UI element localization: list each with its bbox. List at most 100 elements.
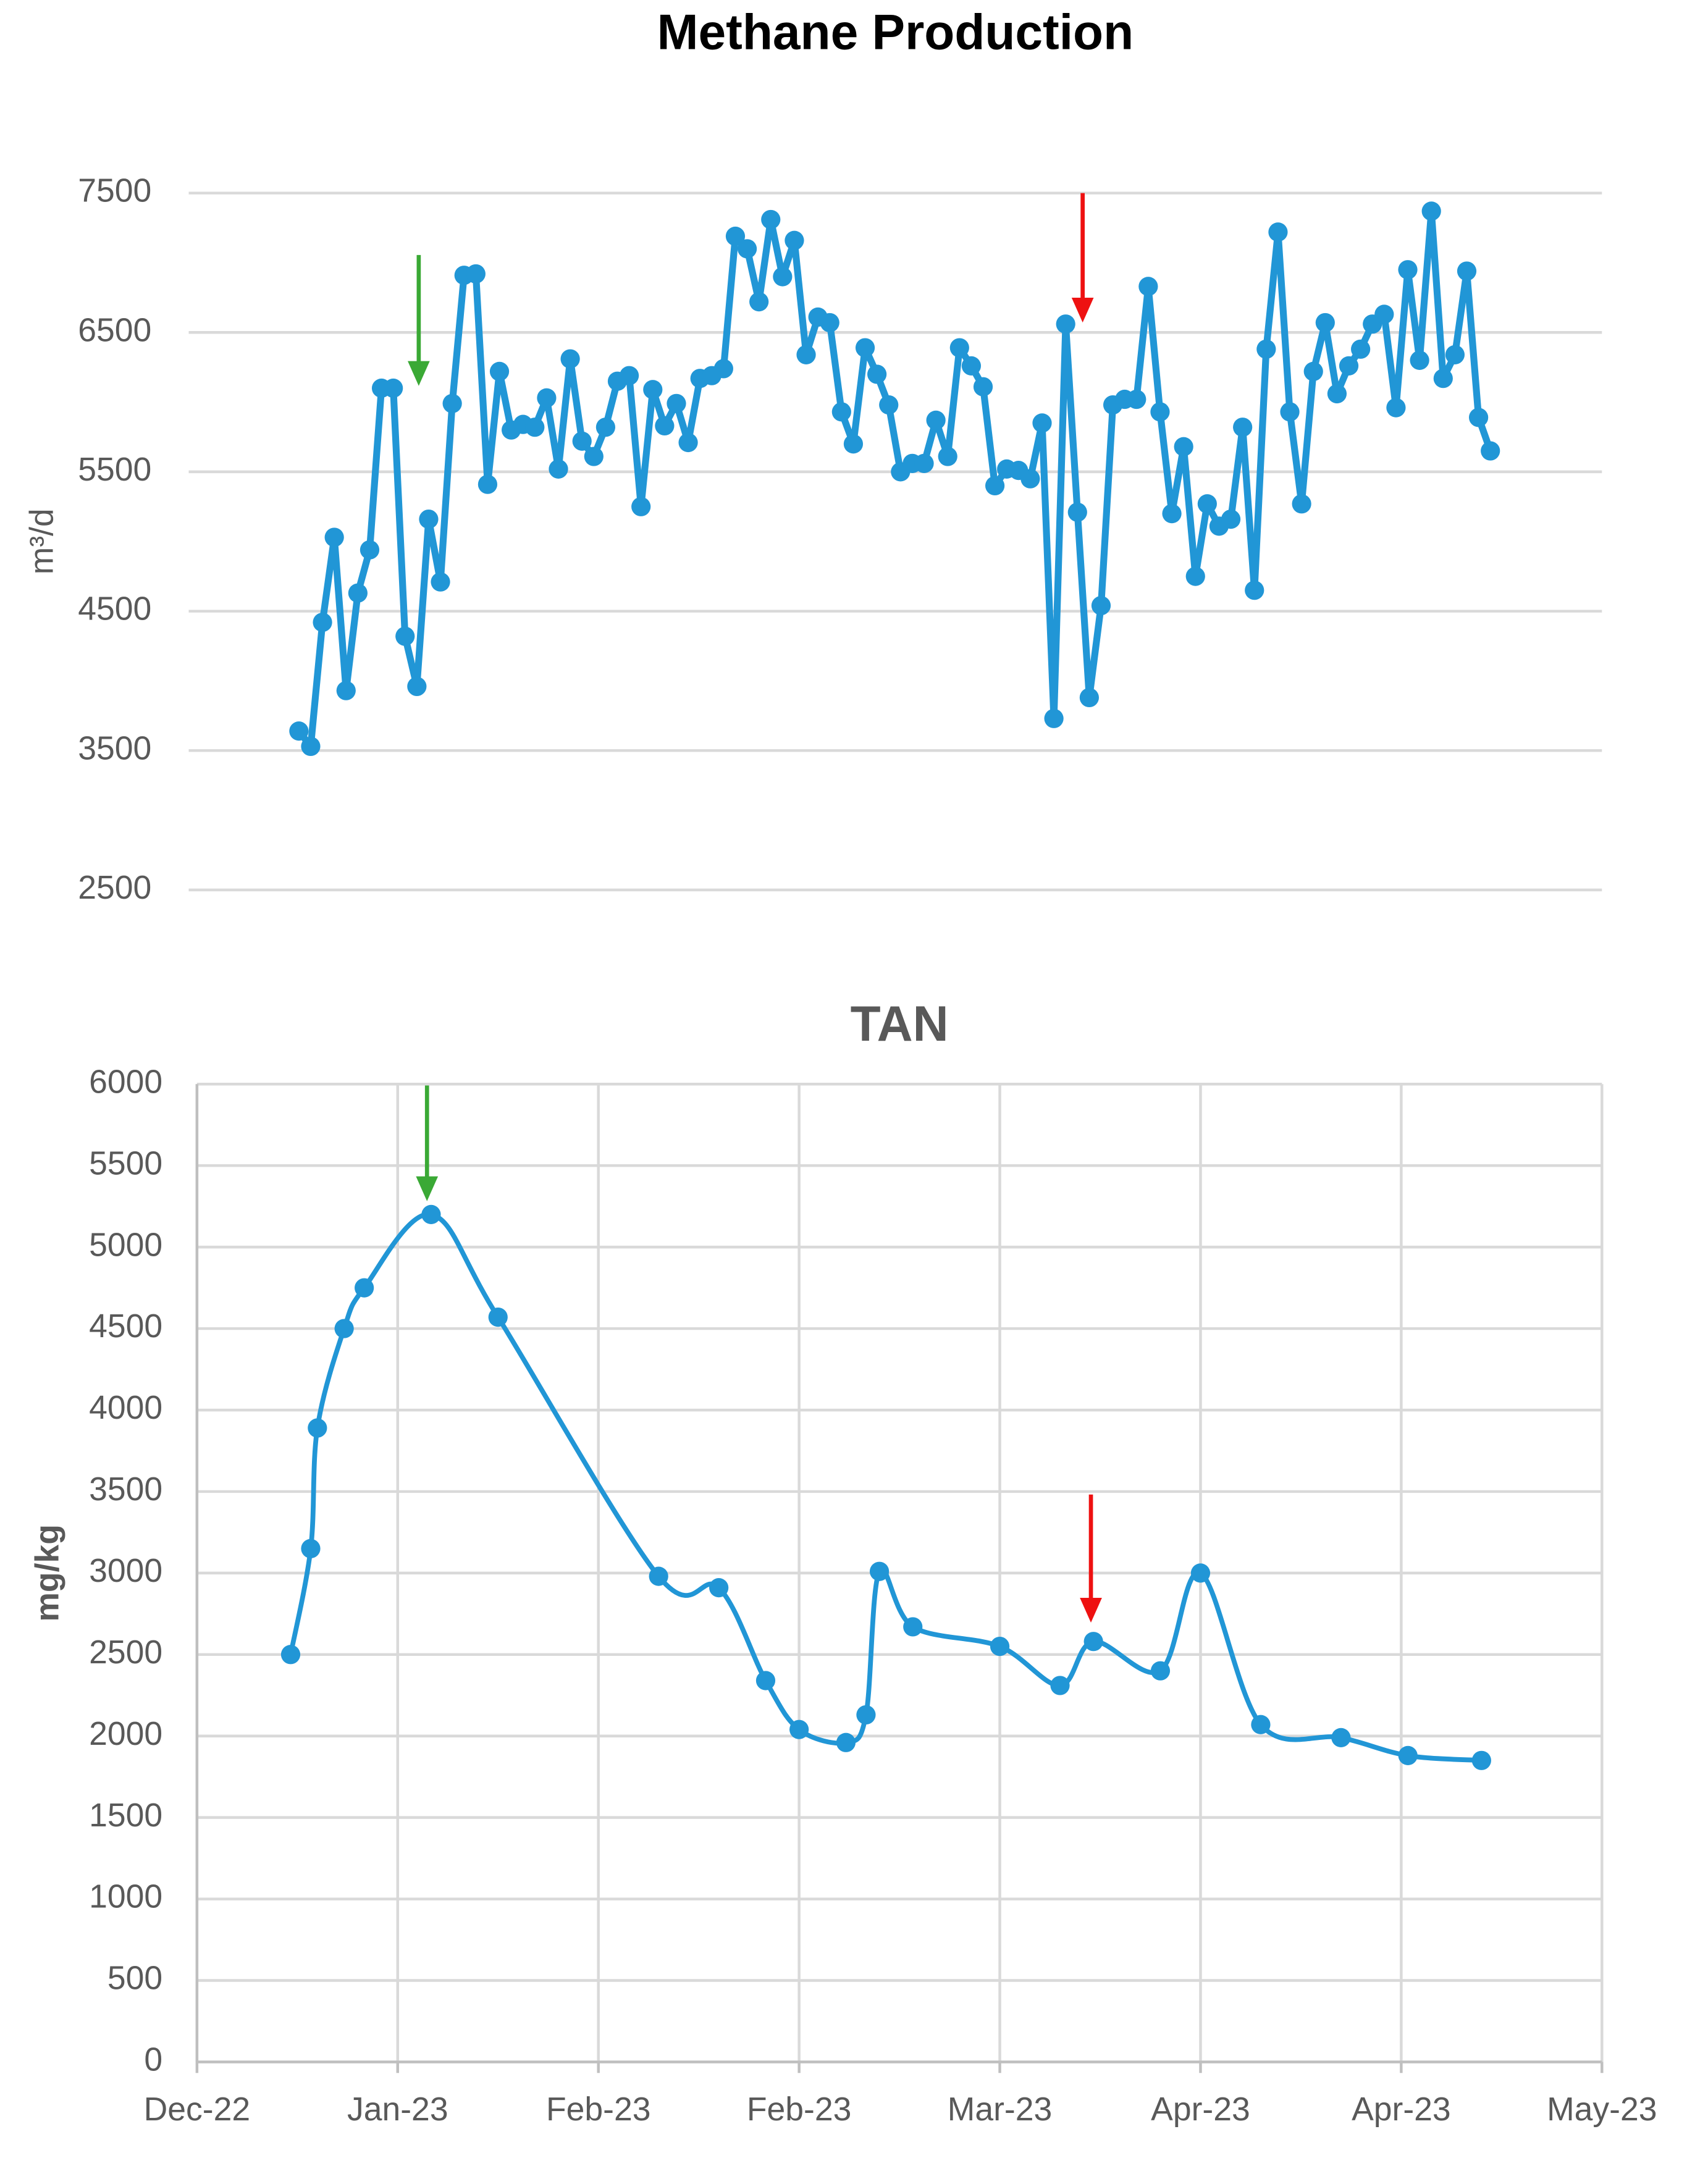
data-point bbox=[289, 721, 309, 741]
data-point bbox=[755, 1671, 776, 1690]
data-point bbox=[789, 1720, 809, 1739]
data-point bbox=[1268, 222, 1288, 242]
data-point bbox=[1468, 408, 1489, 427]
y-tick-label: 3500 bbox=[78, 730, 151, 766]
data-point bbox=[1091, 595, 1111, 616]
data-point bbox=[856, 1705, 876, 1725]
data-point bbox=[1303, 361, 1323, 382]
data-point bbox=[1083, 1632, 1103, 1652]
data-point bbox=[442, 393, 462, 413]
data-point bbox=[725, 226, 746, 246]
x-tick-label: Feb-23 bbox=[546, 2091, 651, 2128]
data-point bbox=[1221, 509, 1241, 529]
annotation-arrows bbox=[408, 193, 1102, 1623]
y-tick-label: 4500 bbox=[78, 591, 151, 628]
data-point bbox=[903, 1617, 923, 1637]
y-tick-label: 3500 bbox=[89, 1471, 162, 1508]
x-tick-label: Apr-23 bbox=[1352, 2091, 1451, 2128]
y-tick-label: 7500 bbox=[78, 173, 151, 209]
data-point bbox=[836, 1732, 856, 1752]
data-point bbox=[1233, 418, 1253, 437]
green-arrow-head bbox=[416, 1176, 439, 1201]
data-point bbox=[1256, 339, 1276, 359]
data-point bbox=[489, 361, 510, 382]
data-point bbox=[1245, 581, 1264, 600]
data-point bbox=[1056, 314, 1075, 334]
data-point bbox=[1162, 503, 1182, 524]
data-point bbox=[308, 1418, 327, 1438]
data-point bbox=[1339, 356, 1359, 376]
data-point bbox=[667, 393, 686, 413]
data-point bbox=[301, 1539, 321, 1558]
data-point bbox=[990, 1636, 1010, 1657]
y-tick-label: 2500 bbox=[78, 870, 151, 906]
data-point bbox=[1197, 494, 1217, 514]
data-point bbox=[1067, 502, 1087, 522]
data-point bbox=[537, 388, 557, 408]
data-point bbox=[820, 313, 839, 333]
data-point bbox=[643, 380, 663, 400]
data-point bbox=[1331, 1728, 1351, 1747]
plot: TAN mg/kg 0 500 1000 1500 2000 2500 3000 3500 4000… bbox=[29, 996, 1657, 2128]
data-point bbox=[1386, 398, 1406, 418]
y-tick-label: 4000 bbox=[89, 1390, 162, 1426]
y-tick-label: 500 bbox=[107, 1960, 162, 1997]
y-axis-label: mg/kg bbox=[29, 1524, 65, 1622]
data-point bbox=[926, 410, 946, 430]
y-tick-label: 6000 bbox=[89, 1064, 162, 1100]
chart-title: TAN bbox=[851, 996, 949, 1052]
data-point bbox=[1445, 345, 1465, 364]
y-axis-label: m³/d bbox=[23, 508, 60, 574]
x-tick-label: May-23 bbox=[1547, 2091, 1657, 2128]
data-point bbox=[1190, 1563, 1211, 1583]
data-point bbox=[678, 432, 698, 453]
data-point bbox=[1315, 313, 1335, 333]
data-point bbox=[1327, 384, 1347, 404]
data-point bbox=[488, 1307, 508, 1327]
data-point bbox=[1185, 566, 1205, 586]
data-point bbox=[914, 453, 934, 473]
data-point bbox=[572, 431, 592, 451]
data-point bbox=[324, 527, 344, 547]
data-point bbox=[549, 459, 568, 479]
y-tick-label: 6500 bbox=[78, 312, 151, 348]
data-point bbox=[1020, 469, 1040, 489]
data-point bbox=[1032, 413, 1052, 433]
y-tick-label: 5500 bbox=[89, 1145, 162, 1182]
x-tick-label: Feb-23 bbox=[747, 2091, 852, 2128]
data-point bbox=[1127, 389, 1146, 409]
data-point bbox=[419, 509, 439, 529]
data-point bbox=[1421, 201, 1441, 221]
x-tick-label: Apr-23 bbox=[1151, 2091, 1250, 2128]
data-point bbox=[843, 434, 864, 454]
data-point bbox=[655, 416, 675, 436]
data-point bbox=[584, 447, 604, 466]
data-point bbox=[631, 497, 651, 516]
y-tick-label: 1500 bbox=[89, 1797, 162, 1834]
data-point bbox=[360, 540, 380, 560]
data-point bbox=[749, 292, 769, 312]
data-point bbox=[280, 1645, 301, 1665]
data-point bbox=[1150, 402, 1170, 422]
data-point bbox=[1457, 261, 1477, 281]
y-tick-label: 2500 bbox=[89, 1634, 162, 1671]
data-point bbox=[407, 676, 427, 697]
data-point bbox=[1251, 1715, 1271, 1734]
data-point bbox=[649, 1566, 668, 1586]
data-point bbox=[1280, 402, 1300, 422]
data-point bbox=[421, 1204, 441, 1224]
data-point bbox=[831, 402, 851, 422]
data-point bbox=[949, 338, 969, 358]
data-point bbox=[1398, 1745, 1418, 1765]
y-tick-label: 5500 bbox=[78, 451, 151, 488]
data-point bbox=[395, 626, 415, 646]
data-point bbox=[384, 378, 403, 398]
data-point bbox=[595, 418, 616, 437]
y-tick-label: 5000 bbox=[89, 1227, 162, 1263]
data-point bbox=[785, 230, 804, 250]
data-point bbox=[355, 1278, 374, 1298]
data-point bbox=[985, 476, 1005, 496]
data-point bbox=[938, 447, 957, 466]
data-point bbox=[867, 364, 887, 384]
